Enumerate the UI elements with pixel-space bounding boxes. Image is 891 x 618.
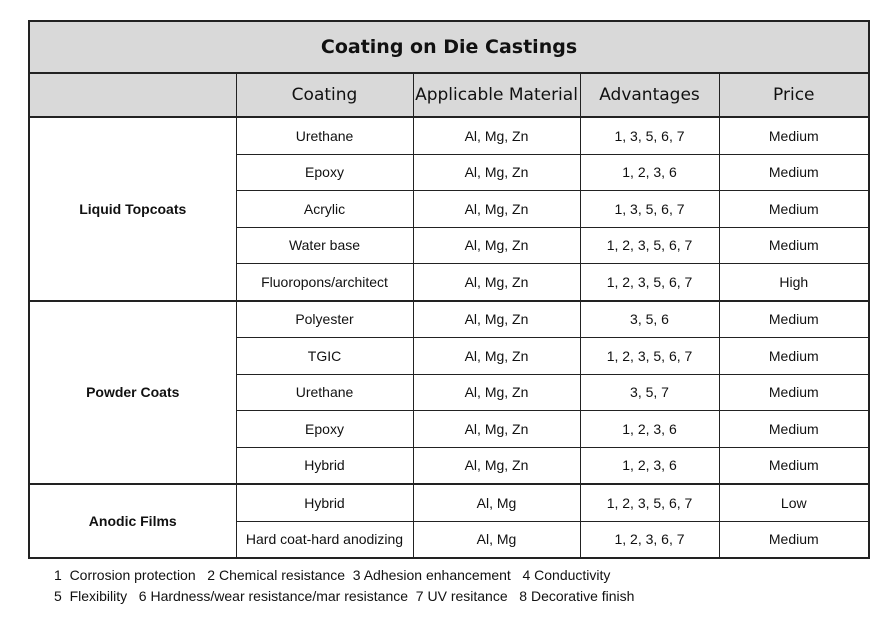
- cell-price: Medium: [718, 410, 870, 448]
- cell-price: Medium: [718, 299, 870, 338]
- cell-material: Al, Mg, Zn: [412, 116, 581, 155]
- table-row: Acrylic Al, Mg, Zn 1, 3, 5, 6, 7 Medium: [29, 190, 870, 228]
- cell-material: Al, Mg, Zn: [412, 410, 581, 448]
- cell-advantages: 1, 2, 3, 5, 6, 7: [579, 337, 720, 375]
- cell-advantages: 1, 2, 3, 6, 7: [579, 520, 720, 559]
- table-row: Hard coat-hard anodizing Al, Mg 1, 2, 3, 6…: [29, 520, 870, 559]
- table-row: TGIC Al, Mg, Zn 1, 2, 3, 5, 6, 7 Medium: [29, 337, 870, 375]
- cell-advantages: 1, 3, 5, 6, 7: [579, 190, 720, 228]
- table-row: Powder Coats Polyester Al, Mg, Zn 3, 5, 6 Me…: [28, 299, 870, 485]
- table-row: Water base Al, Mg, Zn 1, 2, 3, 5, 6, 7 Medi…: [29, 226, 870, 264]
- cell-material: Al, Mg, Zn: [412, 337, 581, 375]
- cell-coating: Epoxy: [235, 153, 414, 191]
- legend-line-1: 1 Corrosion protection 2 Chemical resist…: [54, 567, 611, 583]
- cell-coating: Polyester: [235, 299, 414, 338]
- cell-price: Medium: [718, 153, 870, 191]
- cell-coating: Fluoropons/architect: [235, 263, 414, 301]
- cell-advantages: 1, 2, 3, 5, 6, 7: [579, 263, 720, 301]
- cell-advantages: 3, 5, 7: [579, 373, 720, 411]
- cell-material: Al, Mg, Zn: [412, 263, 581, 301]
- cell-coating: Urethane: [235, 373, 414, 411]
- cell-coating: Acrylic: [235, 190, 414, 228]
- cell-advantages: 1, 2, 3, 6: [579, 446, 720, 485]
- cell-coating: Hard coat-hard anodizing: [235, 520, 414, 559]
- group-label: Anodic Films: [28, 483, 237, 559]
- cell-material: Al, Mg, Zn: [412, 190, 581, 228]
- legend-line-2: 5 Flexibility 6 Hardness/wear resistance…: [54, 588, 635, 604]
- cell-price: Medium: [718, 373, 870, 411]
- cell-material: Al, Mg, Zn: [412, 299, 581, 338]
- cell-material: Al, Mg, Zn: [412, 446, 581, 485]
- cell-coating: Urethane: [235, 116, 414, 155]
- table-row: Epoxy Al, Mg, Zn 1, 2, 3, 6 Medium: [29, 410, 870, 448]
- cell-price: Medium: [718, 190, 870, 228]
- cell-price: High: [718, 263, 870, 301]
- cell-coating: Water base: [235, 226, 414, 264]
- cell-advantages: 1, 2, 3, 6: [579, 410, 720, 448]
- table-row: Anodic Films Hybrid Al, Mg 1, 2, 3, 5, 6, 7…: [28, 483, 870, 559]
- cell-material: Al, Mg, Zn: [412, 226, 581, 264]
- cell-material: Al, Mg: [412, 483, 581, 522]
- table-body: Liquid Topcoats Urethane Al, Mg, Zn 1, 3, 5…: [28, 116, 870, 559]
- cell-advantages: 1, 2, 3, 5, 6, 7: [579, 483, 720, 522]
- cell-price: Medium: [718, 226, 870, 264]
- header-coating: Coating: [235, 72, 414, 118]
- cell-coating: TGIC: [235, 337, 414, 375]
- header-material: Applicable Material: [412, 72, 581, 118]
- group-label: Liquid Topcoats: [28, 116, 237, 301]
- cell-material: Al, Mg, Zn: [412, 373, 581, 411]
- cell-price: Medium: [718, 116, 870, 155]
- header-advantages: Advantages: [579, 72, 720, 118]
- table-title: Coating on Die Castings: [27, 20, 871, 74]
- cell-coating: Epoxy: [235, 410, 414, 448]
- table-row: Fluoropons/architect Al, Mg, Zn 1, 2, 3, 5…: [29, 263, 870, 301]
- header-group: [28, 72, 237, 118]
- cell-advantages: 1, 2, 3, 5, 6, 7: [579, 226, 720, 264]
- table-row: Epoxy Al, Mg, Zn 1, 2, 3, 6 Medium: [29, 153, 870, 191]
- cell-advantages: 1, 3, 5, 6, 7: [579, 116, 720, 155]
- cell-price: Low: [718, 483, 870, 522]
- table-row: Urethane Al, Mg, Zn 3, 5, 7 Medium: [29, 373, 870, 411]
- cell-price: Medium: [718, 337, 870, 375]
- cell-price: Medium: [718, 446, 870, 485]
- cell-material: Al, Mg: [412, 520, 581, 559]
- group-label: Powder Coats: [28, 299, 237, 485]
- cell-price: Medium: [718, 520, 870, 559]
- cell-coating: Hybrid: [235, 483, 414, 522]
- header-row: Coating Applicable Material Advantages P…: [28, 72, 870, 118]
- table-row: Liquid Topcoats Urethane Al, Mg, Zn 1, 3, 5…: [28, 116, 870, 301]
- cell-coating: Hybrid: [235, 446, 414, 485]
- cell-advantages: 1, 2, 3, 6: [579, 153, 720, 191]
- table-row: Hybrid Al, Mg, Zn 1, 2, 3, 6 Medium: [29, 446, 870, 485]
- cell-advantages: 3, 5, 6: [579, 299, 720, 338]
- header-price: Price: [718, 72, 870, 118]
- coating-table: Coating on Die Castings Coating Applicab…: [27, 20, 871, 559]
- cell-material: Al, Mg, Zn: [412, 153, 581, 191]
